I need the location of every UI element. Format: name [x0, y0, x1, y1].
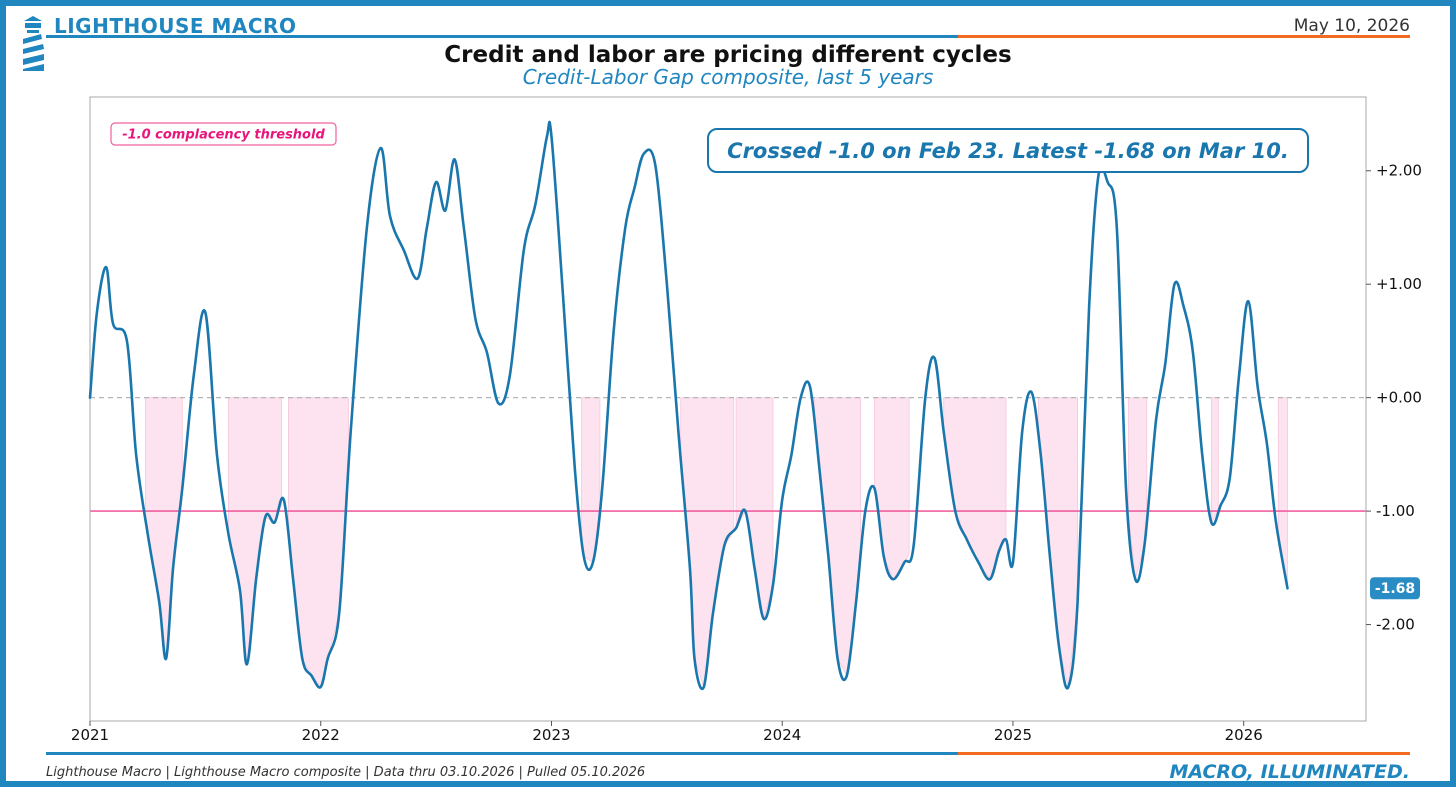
y-tick-label: +2.00: [1376, 162, 1422, 180]
latest-value-label: -1.68: [1375, 581, 1415, 597]
x-tick-label: 2021: [71, 726, 109, 744]
footer-rule: [46, 752, 1410, 755]
shaded-region-11: [1211, 397, 1219, 523]
shaded-region-2: [287, 397, 349, 687]
y-tick-label: -2.00: [1376, 616, 1415, 634]
x-axis: 2021 2022 2023 2024 2025 2026: [71, 721, 1263, 744]
y-tick-label: +0.00: [1376, 389, 1422, 407]
threshold-label: -1.0 complacency threshold: [110, 122, 337, 146]
x-tick-label: 2024: [763, 726, 801, 744]
x-tick-label: 2022: [302, 726, 340, 744]
shaded-region-7: [874, 397, 910, 579]
annotation-box: Crossed -1.0 on Feb 23. Latest -1.68 on …: [707, 128, 1309, 173]
latest-value-badge: -1.68: [1370, 577, 1420, 600]
y-tick-label: -1.00: [1376, 502, 1415, 520]
plot-area-border: [89, 96, 1367, 722]
shaded-regions: [144, 397, 1288, 687]
footer-tagline: MACRO, ILLUMINATED.: [1169, 761, 1410, 783]
y-tick-label: +1.00: [1376, 275, 1422, 293]
header-rule: [46, 35, 1410, 38]
shaded-region-1: [227, 397, 282, 664]
x-tick-label: 2023: [532, 726, 570, 744]
chart-title: Credit and labor are pricing different c…: [444, 42, 1012, 68]
x-tick-label: 2026: [1225, 726, 1263, 744]
chart-subtitle: Credit-Labor Gap composite, last 5 years: [522, 65, 934, 89]
annotation-text: Crossed -1.0 on Feb 23. Latest -1.68 on …: [727, 139, 1289, 163]
brand-name: LIGHTHOUSE MACRO: [54, 14, 297, 38]
series-line: [88, 120, 1289, 691]
threshold-label-text: -1.0 complacency threshold: [122, 128, 325, 143]
shaded-region-5: [735, 397, 774, 620]
lighthouse-logo-icon: [23, 16, 44, 71]
shaded-region-8: [943, 397, 1007, 579]
footer-source: Lighthouse Macro | Lighthouse Macro comp…: [46, 765, 646, 780]
y-axis: +2.00 +1.00 +0.00 -1.00 -2.00: [1366, 162, 1422, 634]
report-date: May 10, 2026: [1293, 16, 1410, 36]
x-tick-label: 2025: [994, 726, 1032, 744]
